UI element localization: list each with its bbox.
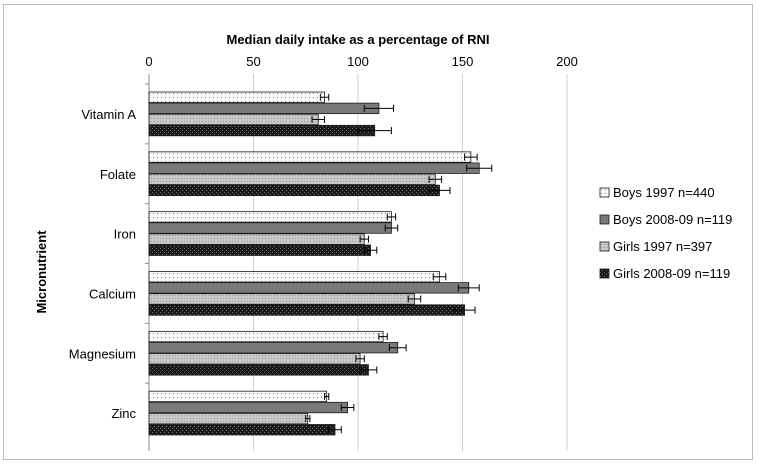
bar xyxy=(148,401,348,414)
error-bar xyxy=(388,344,407,352)
error-bar xyxy=(428,175,443,183)
category-label: Calcium xyxy=(89,286,136,301)
x-tick-label: 200 xyxy=(556,54,578,69)
x-tick-label: 150 xyxy=(452,54,474,69)
legend-label: Girls 2008-09 n=119 xyxy=(613,266,730,281)
error-bar xyxy=(363,104,395,112)
legend: Boys 1997 n=440 Boys 2008-09 n=119 Girls 1… xyxy=(599,185,732,281)
error-bar xyxy=(386,213,397,221)
x-tick-label: 50 xyxy=(246,54,260,69)
bars xyxy=(148,91,493,436)
legend-swatch xyxy=(599,268,610,279)
error-bar xyxy=(357,127,392,135)
legend-label: Boys 2008-09 n=119 xyxy=(613,212,732,227)
x-tick-label: 100 xyxy=(347,54,369,69)
error-bar xyxy=(311,115,326,123)
gridlines xyxy=(145,74,568,451)
bar xyxy=(148,412,309,425)
bar xyxy=(148,353,361,365)
legend-swatch xyxy=(599,187,610,198)
bar xyxy=(148,91,325,103)
y-axis-title: Micronutrient xyxy=(34,230,49,314)
bar xyxy=(148,330,384,343)
bar xyxy=(148,233,365,245)
error-bar xyxy=(305,415,311,423)
error-bar xyxy=(453,306,476,314)
bar xyxy=(148,424,336,436)
error-bar xyxy=(355,355,365,363)
error-bar xyxy=(428,186,451,194)
category-labels: Vitamin A Folate Iron Calcium Magnesium Zinc xyxy=(69,107,137,421)
legend-swatch xyxy=(599,241,610,252)
error-bar xyxy=(363,246,378,254)
bar xyxy=(148,364,369,376)
error-bar xyxy=(340,404,355,412)
bar xyxy=(148,151,472,163)
bar xyxy=(148,222,392,234)
bar xyxy=(148,184,440,197)
category-label: Zinc xyxy=(111,406,136,421)
category-label: Magnesium xyxy=(69,346,136,361)
bar xyxy=(148,102,380,115)
chart-title: Median daily intake as a percentage of R… xyxy=(227,32,490,47)
legend-swatch xyxy=(599,214,610,225)
error-bar xyxy=(359,366,378,374)
x-tick-label: 0 xyxy=(145,54,152,69)
error-bar xyxy=(359,235,369,243)
error-bar xyxy=(324,392,330,400)
bar xyxy=(148,390,328,403)
bar xyxy=(148,271,440,283)
bar xyxy=(148,124,376,137)
category-label: Iron xyxy=(114,227,136,242)
error-bar xyxy=(328,426,342,434)
error-bar xyxy=(407,295,422,303)
error-bar xyxy=(384,224,399,232)
bar xyxy=(148,173,436,185)
bar xyxy=(148,342,399,354)
error-bar xyxy=(464,153,478,161)
error-bar xyxy=(466,164,493,172)
bar xyxy=(148,162,480,174)
bar xyxy=(148,211,392,223)
error-bar xyxy=(378,333,388,341)
x-tick-labels: 0 50 100 150 200 xyxy=(145,54,577,69)
error-bar xyxy=(319,93,330,101)
category-label: Folate xyxy=(100,167,136,182)
bar xyxy=(148,113,319,126)
legend-label: Girls 1997 n=397 xyxy=(613,239,712,254)
legend-label: Boys 1997 n=440 xyxy=(613,185,715,200)
error-bar xyxy=(457,284,480,292)
bar xyxy=(148,282,470,294)
bar xyxy=(148,293,415,305)
error-bar xyxy=(432,273,447,281)
bar xyxy=(148,244,371,256)
bar xyxy=(148,304,465,316)
category-label: Vitamin A xyxy=(81,107,136,122)
